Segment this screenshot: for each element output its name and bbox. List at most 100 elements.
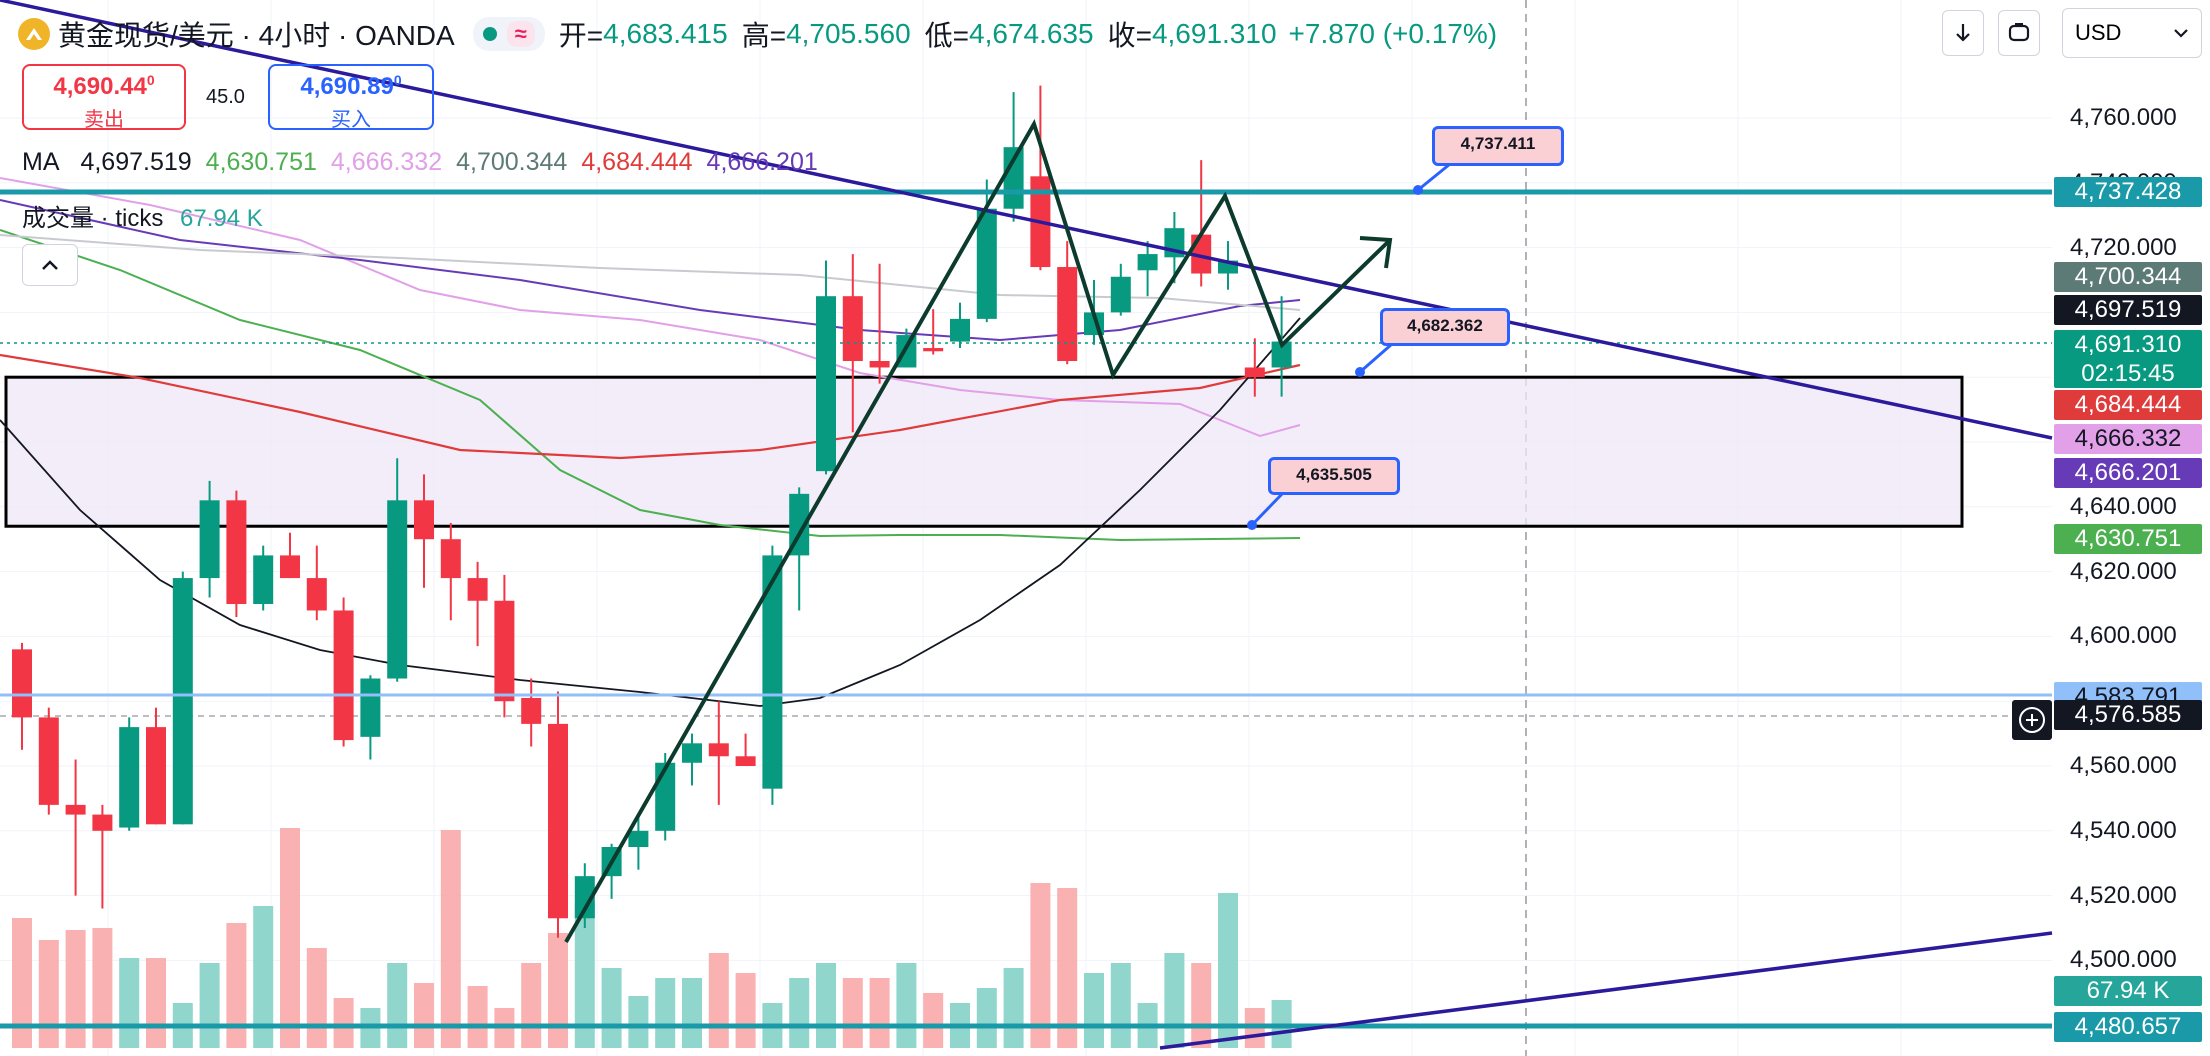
candle-body (923, 348, 944, 352)
price-tick: 4,520.000 (2070, 881, 2177, 909)
ma-label: MA (22, 148, 60, 176)
volume-bar (146, 958, 166, 1048)
candle-body (12, 649, 32, 718)
price-tag: 4,737.428 (2054, 177, 2202, 207)
candle (1057, 241, 1078, 365)
add-alert-button[interactable] (2012, 700, 2052, 740)
candle (387, 458, 408, 682)
price-tag-value: 4,480.657 (2074, 1013, 2182, 1040)
candle (226, 490, 247, 617)
price-tick: 4,620.000 (2070, 557, 2177, 585)
sell-label: 卖出 (84, 109, 124, 131)
pattern-arrowhead (1359, 236, 1393, 269)
candle-body (976, 208, 997, 319)
candle-body (521, 697, 542, 724)
open-value: 4,683.415 (603, 18, 728, 49)
zone-rectangle (4, 375, 1964, 528)
currency-select[interactable]: USD (2062, 8, 2202, 58)
candle (38, 707, 59, 815)
candle-body (869, 361, 890, 368)
chevron-down-icon (2174, 29, 2188, 38)
callout-pointer-middle (1359, 342, 1393, 374)
candle-body (253, 555, 274, 604)
ma-legend[interactable]: MA 4,697.519 4,630.751 4,666.332 4,700.344 4… (22, 148, 832, 177)
candle-body (735, 756, 756, 766)
price-callout-upper[interactable]: 4,737.411 (1432, 126, 1564, 166)
candle (467, 561, 488, 647)
candle-body (628, 830, 649, 847)
price-callout-lower[interactable]: 4,635.505 (1268, 457, 1400, 495)
open-label: 开= (558, 20, 604, 51)
volume-bar (199, 963, 220, 1048)
volume-bar (440, 830, 461, 1048)
candle (119, 717, 140, 831)
candle (950, 302, 970, 349)
ma-value-1: 4,697.519 (80, 148, 192, 176)
volume-bar (12, 918, 32, 1048)
gold-coin-icon (18, 18, 50, 50)
candle (440, 523, 461, 621)
price-callout-middle[interactable]: 4,682.362 (1380, 308, 1510, 346)
candle-body (199, 500, 220, 579)
screenshot-button[interactable] (1998, 10, 2040, 56)
download-button[interactable] (1942, 10, 1984, 56)
candle-body (360, 678, 381, 737)
ma-line-grey (0, 234, 1301, 311)
candle (976, 179, 997, 323)
candle-body (333, 610, 354, 741)
candle (923, 309, 944, 355)
volume-bar (1164, 953, 1185, 1048)
candle (146, 707, 166, 825)
candle (735, 733, 756, 766)
candle-body (414, 500, 434, 540)
candle-body (762, 555, 783, 789)
ma-value-6: 4,666.201 (706, 148, 818, 176)
plus-circle-icon (2019, 707, 2045, 733)
volume-bar (923, 993, 944, 1048)
collapse-legend-button[interactable] (22, 244, 78, 286)
candle-body (950, 318, 970, 342)
volume-bar (521, 963, 542, 1048)
candle-body (548, 723, 568, 919)
buy-label: 买入 (331, 109, 371, 131)
sell-button[interactable]: 4,690.440 卖出 (22, 64, 186, 131)
candle (92, 804, 113, 909)
price-tag: 4,697.519 (2054, 295, 2202, 325)
volume-legend[interactable]: 成交量 · ticks 67.94 K (22, 198, 263, 233)
candle-body (38, 717, 59, 805)
price-tag-value: 4,697.519 (2074, 296, 2182, 323)
market-status-pill[interactable]: ≈ (472, 17, 545, 51)
buy-price-sup: 0 (393, 72, 402, 88)
candle-body (1271, 341, 1292, 368)
callout-anchor-upper (1413, 185, 1423, 195)
candle-body (708, 743, 729, 757)
price-tick: 4,640.000 (2070, 492, 2177, 520)
candle-body (280, 555, 300, 579)
candle (1137, 241, 1158, 297)
candle (816, 260, 836, 475)
price-tag: 67.94 K (2054, 976, 2202, 1006)
ma-line-green (0, 229, 1301, 542)
candle-body (467, 578, 488, 601)
price-tag-value: 67.94 K (2086, 977, 2170, 1004)
candle (574, 863, 595, 928)
volume-bar (1057, 888, 1078, 1048)
ma-line-red (0, 353, 1301, 460)
price-tag-value: 4,691.310 (2074, 331, 2182, 358)
symbol-title[interactable]: 黄金现货/美元 · 4小时 · OANDA (58, 20, 455, 51)
callout-anchor-lower (1247, 520, 1257, 530)
buy-button[interactable]: 4,690.890 买入 (268, 64, 434, 131)
price-tick: 4,500.000 (2070, 946, 2177, 974)
high-label: 高= (741, 20, 787, 51)
countdown-timer: 02:15:45 (2081, 360, 2175, 387)
volume-bar (601, 968, 622, 1048)
ma-line-pink (0, 177, 1301, 438)
candle (1110, 263, 1131, 316)
volume-bar (869, 978, 890, 1048)
candle (1030, 85, 1051, 271)
close-label: 收= (1107, 20, 1152, 51)
volume-bar (976, 988, 997, 1048)
candle-body (494, 600, 515, 702)
close-value: 4,691.310 (1151, 18, 1277, 49)
